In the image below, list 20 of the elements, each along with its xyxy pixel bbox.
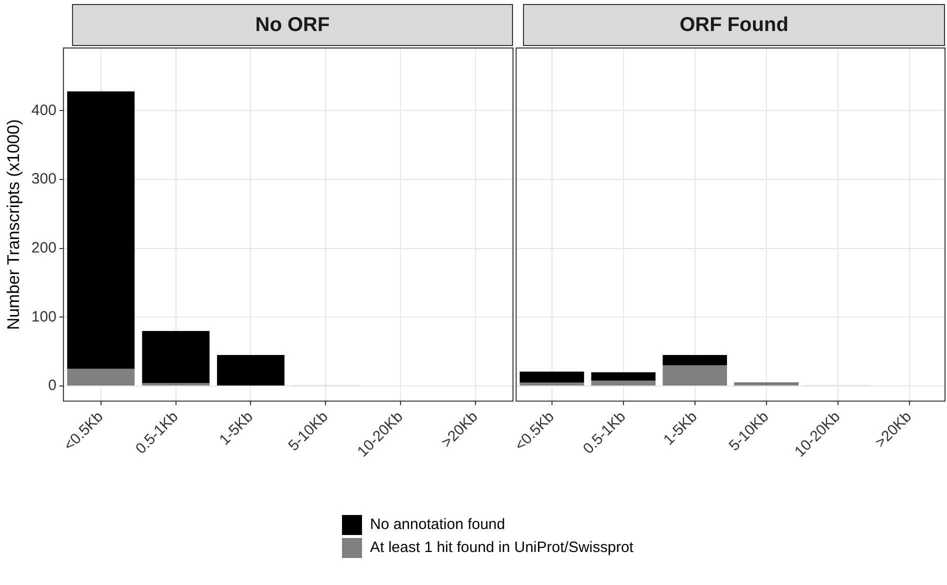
chart-title: ORF Found [523,4,945,46]
bar [217,355,284,386]
y-axis-title: Number Transcripts (x1000) [4,119,23,330]
bar [591,380,656,386]
bar [142,330,210,384]
bar [662,355,728,366]
bar [67,368,135,386]
bar [520,382,584,386]
legend-label: No annotation found [370,516,506,533]
y-tick-label: 300 [31,170,56,188]
bar [591,372,656,381]
y-tick-label: 400 [31,102,56,119]
legend-label: At least 1 hit found in UniProt/Swissprot [370,539,634,556]
chart-title: No ORF [72,4,513,46]
y-tick-label: 100 [31,308,56,326]
y-tick-label: 0 [48,377,56,394]
bar [67,91,135,369]
y-tick-label: 200 [31,239,56,256]
bar [520,372,584,383]
bar [662,365,728,386]
